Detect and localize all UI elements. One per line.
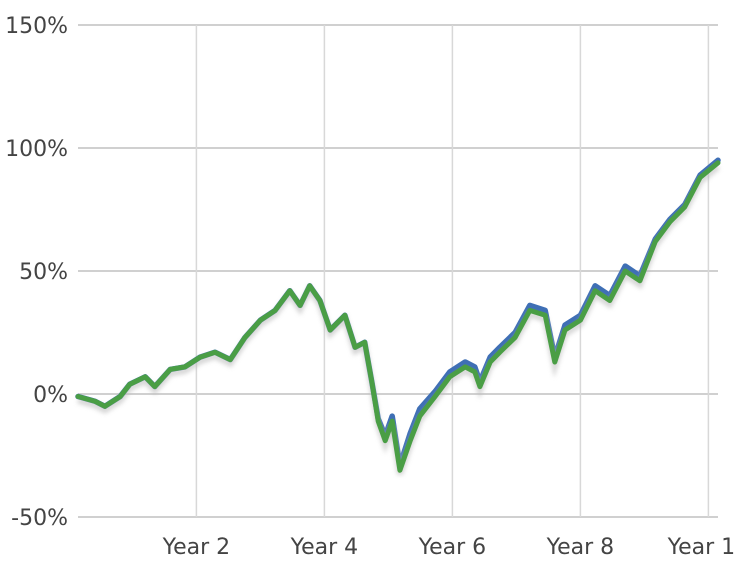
x-tick-label: Year 6 [418, 535, 487, 560]
y-tick-label: 100% [5, 137, 68, 162]
x-tick-label: Year 8 [546, 535, 615, 560]
lines [75, 157, 721, 476]
labels: -50% 0% 50% 100% 150% Year 2 Year 4 Year 6 Year … [5, 14, 736, 560]
x-tick-label: Year 2 [162, 535, 231, 560]
y-tick-label: 150% [5, 14, 68, 39]
y-tick-label: 0% [33, 383, 68, 408]
line-shadow [77, 164, 720, 476]
y-tick-label: 50% [19, 260, 68, 285]
x-tick-label: Year 4 [290, 535, 359, 560]
line-series [75, 160, 721, 473]
x-tick-label: Year 10 [667, 535, 736, 560]
line-series [75, 157, 721, 469]
grid [78, 24, 718, 518]
y-tick-label: -50% [11, 506, 68, 531]
